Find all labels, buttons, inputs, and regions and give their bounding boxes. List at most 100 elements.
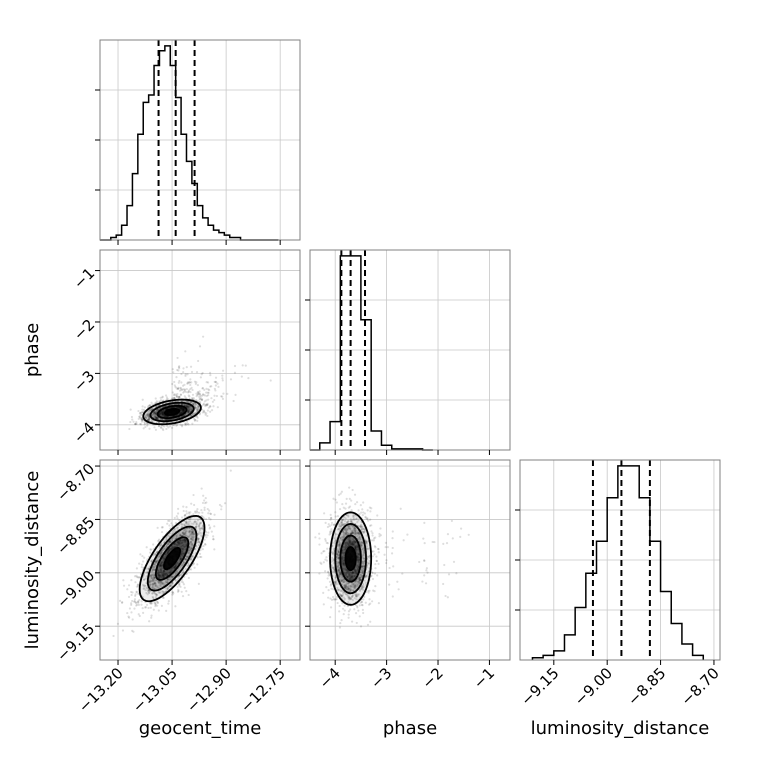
scatter-point bbox=[156, 417, 159, 420]
scatter-point bbox=[186, 404, 189, 407]
scatter-point bbox=[190, 532, 193, 536]
scatter-point bbox=[166, 552, 169, 555]
scatter-point bbox=[116, 622, 120, 625]
scatter-point bbox=[136, 603, 139, 606]
scatter-point bbox=[157, 574, 161, 578]
scatter-point bbox=[179, 557, 182, 561]
scatter-point bbox=[179, 406, 182, 409]
scatter-point bbox=[374, 546, 377, 549]
scatter-point bbox=[188, 549, 191, 552]
scatter-point bbox=[180, 381, 183, 384]
scatter-point bbox=[356, 554, 360, 557]
scatter-point bbox=[195, 523, 199, 526]
scatter-point bbox=[176, 540, 179, 543]
scatter-point bbox=[350, 532, 353, 535]
scatter-point bbox=[161, 573, 165, 577]
scatter-point bbox=[325, 559, 329, 562]
scatter-point bbox=[388, 583, 391, 586]
scatter-point bbox=[220, 508, 223, 511]
scatter-point bbox=[355, 551, 359, 554]
scatter-point bbox=[182, 509, 185, 513]
scatter-point bbox=[180, 544, 183, 548]
scatter-point bbox=[191, 531, 195, 534]
scatter-point bbox=[170, 575, 173, 578]
scatter-point bbox=[360, 601, 364, 604]
scatter-point bbox=[195, 415, 199, 418]
scatter-point bbox=[354, 546, 357, 549]
scatter-point bbox=[186, 382, 190, 385]
scatter-point bbox=[329, 513, 332, 516]
scatter-point bbox=[343, 580, 346, 584]
scatter-point bbox=[140, 603, 143, 606]
scatter-point bbox=[181, 562, 184, 566]
scatter-point bbox=[213, 380, 216, 384]
scatter-point bbox=[156, 408, 159, 412]
scatter-point bbox=[207, 512, 210, 515]
scatter-point bbox=[348, 596, 351, 600]
scatter-point bbox=[150, 602, 153, 605]
scatter-point bbox=[185, 555, 188, 558]
scatter-point bbox=[183, 514, 186, 518]
scatter-point bbox=[137, 583, 140, 586]
scatter-point bbox=[152, 608, 155, 611]
joint-content bbox=[314, 486, 470, 629]
scatter-point bbox=[350, 575, 353, 578]
scatter-point bbox=[151, 414, 154, 417]
scatter-point bbox=[171, 524, 174, 527]
scatter-point bbox=[184, 541, 187, 544]
scatter-point bbox=[179, 387, 182, 390]
scatter-point bbox=[184, 513, 187, 517]
scatter-point bbox=[186, 420, 189, 423]
scatter-point bbox=[165, 398, 168, 401]
scatter-point bbox=[183, 395, 186, 398]
scatter-point bbox=[345, 544, 348, 548]
scatter-point bbox=[338, 568, 341, 571]
scatter-point bbox=[362, 527, 365, 531]
scatter-point bbox=[186, 405, 189, 408]
scatter-point bbox=[356, 534, 359, 538]
scatter-point bbox=[171, 591, 174, 594]
scatter-point bbox=[200, 398, 204, 401]
scatter-point bbox=[134, 422, 137, 426]
scatter-point bbox=[180, 556, 183, 559]
scatter-point bbox=[347, 596, 350, 599]
scatter-point bbox=[161, 564, 164, 568]
scatter-point bbox=[176, 392, 179, 396]
scatter-point bbox=[328, 524, 331, 528]
scatter-point bbox=[160, 551, 163, 555]
scatter-point bbox=[355, 564, 358, 567]
scatter-point bbox=[362, 527, 366, 531]
scatter-point bbox=[357, 552, 360, 555]
scatter-point bbox=[185, 522, 188, 525]
scatter-point bbox=[347, 506, 350, 509]
scatter-point bbox=[178, 519, 181, 522]
scatter-point bbox=[165, 536, 168, 540]
scatter-point bbox=[167, 542, 170, 545]
scatter-point bbox=[318, 543, 321, 546]
scatter-point bbox=[174, 393, 177, 396]
scatter-point bbox=[159, 582, 162, 586]
scatter-point bbox=[133, 607, 136, 610]
scatter-point bbox=[182, 408, 185, 412]
scatter-point bbox=[143, 584, 146, 587]
scatter-point bbox=[179, 573, 183, 576]
scatter-point bbox=[354, 585, 357, 588]
scatter-point bbox=[159, 554, 162, 558]
scatter-point bbox=[178, 543, 181, 547]
scatter-point bbox=[356, 582, 359, 585]
scatter-point bbox=[207, 517, 211, 520]
scatter-point bbox=[196, 409, 199, 412]
scatter-point bbox=[161, 413, 164, 416]
scatter-point bbox=[186, 410, 190, 413]
scatter-point bbox=[202, 494, 205, 497]
scatter-point bbox=[421, 580, 424, 583]
scatter-point bbox=[149, 580, 152, 584]
scatter-point bbox=[163, 569, 166, 573]
scatter-point bbox=[181, 532, 184, 535]
scatter-point bbox=[202, 516, 205, 519]
scatter-point bbox=[149, 583, 152, 586]
scatter-point bbox=[367, 547, 370, 551]
scatter-point bbox=[348, 578, 351, 581]
scatter-point bbox=[131, 599, 134, 603]
scatter-point bbox=[157, 554, 160, 557]
